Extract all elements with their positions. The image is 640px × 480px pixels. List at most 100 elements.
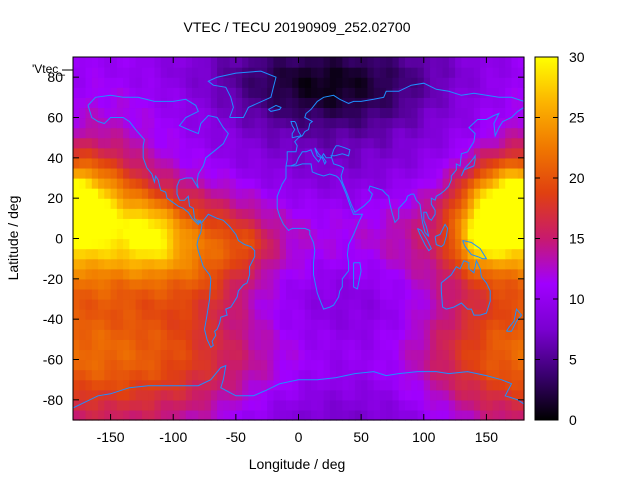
heatmap-cell <box>73 167 80 179</box>
heatmap-cell <box>173 299 181 310</box>
heatmap-cell <box>517 288 525 300</box>
heatmap-cell <box>292 208 300 219</box>
heatmap-cell <box>461 299 469 310</box>
heatmap-cell <box>166 409 174 421</box>
heatmap-cell <box>329 369 337 381</box>
heatmap-cell <box>473 288 481 300</box>
heatmap-cell <box>461 379 469 391</box>
heatmap-cell <box>398 157 406 169</box>
heatmap-cell <box>423 389 431 401</box>
heatmap-cell <box>204 248 212 260</box>
coastline <box>290 121 302 139</box>
y-tick-label: 80 <box>47 69 63 85</box>
heatmap-cell <box>285 248 293 260</box>
heatmap-cell <box>398 117 406 129</box>
heatmap-cell <box>129 218 137 230</box>
heatmap-cell <box>260 238 268 250</box>
heatmap-cell <box>304 349 312 361</box>
heatmap-cell <box>242 77 249 88</box>
heatmap-cell <box>367 248 375 260</box>
heatmap-cell <box>329 299 337 310</box>
heatmap-cell <box>73 127 80 139</box>
heatmap-cell <box>404 198 412 209</box>
heatmap-cell <box>448 77 456 88</box>
heatmap-cell <box>217 157 224 169</box>
heatmap-cell <box>91 329 99 340</box>
heatmap-cell <box>217 359 224 371</box>
heatmap-cell <box>217 208 224 219</box>
heatmap-cell <box>329 258 337 270</box>
heatmap-cell <box>198 238 206 250</box>
heatmap-cell <box>173 329 181 340</box>
heatmap-cell <box>79 67 87 78</box>
coastlines <box>72 70 525 409</box>
heatmap-cell <box>317 339 325 351</box>
heatmap-cell <box>154 369 162 381</box>
heatmap-cell <box>204 127 212 139</box>
heatmap-cell <box>204 288 212 300</box>
heatmap-cell <box>254 157 262 169</box>
heatmap-cell <box>467 127 475 139</box>
heatmap-cell <box>223 299 231 310</box>
heatmap-cell <box>104 369 112 381</box>
heatmap-cell <box>210 147 218 159</box>
heatmap-cell <box>179 218 187 230</box>
heatmap-cell <box>480 178 488 189</box>
heatmap-cell <box>154 339 162 351</box>
heatmap-cell <box>160 278 168 290</box>
heatmap-cell <box>342 228 350 240</box>
heatmap-cell <box>85 288 93 300</box>
heatmap-cell <box>204 409 212 421</box>
heatmap-cell <box>154 389 162 401</box>
heatmap-cell <box>223 278 231 290</box>
heatmap-cell <box>166 147 174 159</box>
heatmap-cell <box>329 77 337 88</box>
heatmap-cell <box>248 147 256 159</box>
heatmap-cell <box>436 117 444 129</box>
heatmap-cell <box>511 268 519 280</box>
heatmap-cell <box>116 309 124 320</box>
heatmap-cell <box>116 409 124 421</box>
heatmap-cell <box>461 87 469 98</box>
heatmap-cell <box>185 117 193 129</box>
heatmap-cell <box>273 97 281 109</box>
heatmap-cell <box>455 167 462 179</box>
heatmap-cell <box>98 167 105 179</box>
heatmap-cell <box>192 238 199 250</box>
heatmap-cell <box>448 379 456 391</box>
heatmap-cell <box>304 97 312 109</box>
heatmap-cell <box>486 258 494 270</box>
heatmap-cell <box>223 389 231 401</box>
heatmap-cell <box>135 208 143 219</box>
heatmap-cell <box>285 77 293 88</box>
heatmap-cell <box>517 178 525 189</box>
heatmap-cell <box>166 238 174 250</box>
heatmap-cell <box>404 57 412 68</box>
heatmap-cell <box>135 278 143 290</box>
heatmap-cell <box>192 309 199 320</box>
heatmap-cell <box>166 157 174 169</box>
heatmap-cell <box>505 369 513 381</box>
heatmap-cell <box>73 248 80 260</box>
heatmap-cell <box>104 117 112 129</box>
heatmap-cell <box>173 77 181 88</box>
heatmap-cell <box>298 178 306 189</box>
heatmap-cell <box>480 268 488 280</box>
heatmap-cell <box>279 127 287 139</box>
heatmap-cell <box>455 218 462 230</box>
heatmap-cell <box>354 77 362 88</box>
heatmap-cell <box>223 157 231 169</box>
heatmap-cell <box>110 369 118 381</box>
heatmap-cell <box>85 57 93 68</box>
heatmap-cell <box>273 57 281 68</box>
heatmap-cell <box>210 389 218 401</box>
heatmap-cell <box>204 57 212 68</box>
heatmap-cell <box>511 198 519 209</box>
heatmap-cell <box>285 268 293 280</box>
heatmap-cell <box>79 178 87 189</box>
heatmap-cell <box>166 329 174 340</box>
heatmap-cell <box>154 157 162 169</box>
heatmap-cell <box>361 57 368 68</box>
heatmap-cell <box>148 198 156 209</box>
heatmap-cell <box>404 268 412 280</box>
